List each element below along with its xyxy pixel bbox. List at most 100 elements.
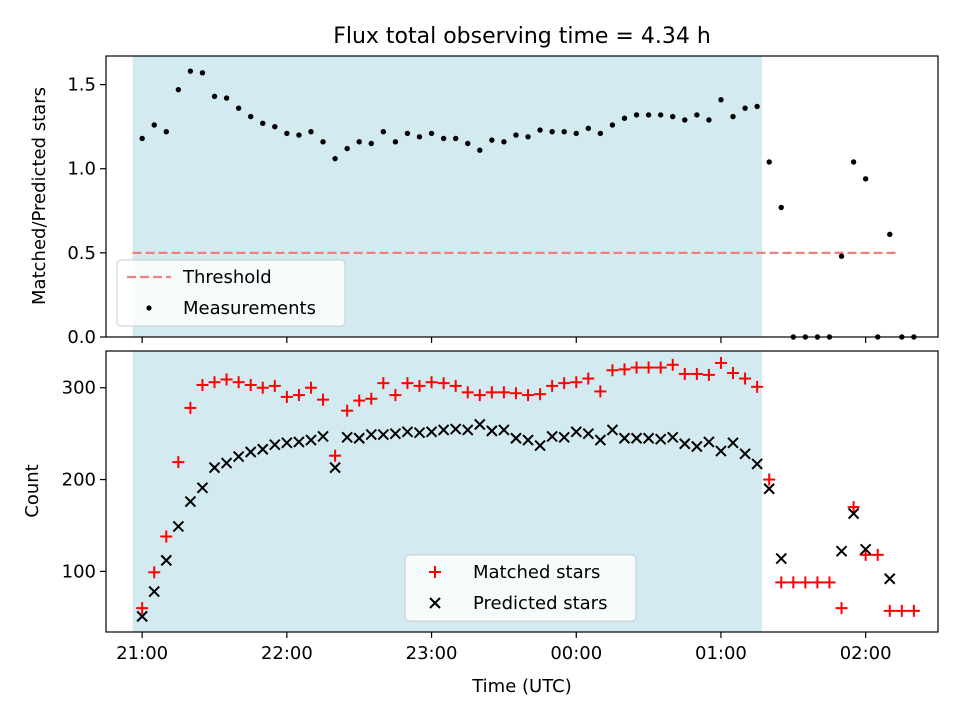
measurement-point [211, 93, 218, 100]
predicted-star-point [425, 426, 438, 438]
measurement-point [416, 134, 423, 140]
measurement-point [670, 113, 676, 120]
matched-star-point [751, 380, 764, 393]
matched-star-point [714, 356, 727, 369]
matched-star-point [642, 361, 655, 374]
matched-star-point [304, 381, 317, 394]
matched-star-point [594, 385, 607, 398]
top-data-layer [132, 68, 917, 340]
matched-star-point [497, 386, 510, 399]
matched-star-point [690, 367, 703, 380]
matched-star-point [618, 363, 631, 376]
matched-star-point [811, 576, 824, 589]
predicted-star-point [305, 434, 317, 446]
y-tick-label: 300 [62, 378, 96, 399]
measurement-point [392, 139, 399, 145]
x-tick-label: 01:00 [695, 643, 747, 664]
matched-star-point [341, 404, 354, 417]
measurement-point [199, 70, 206, 76]
measurement-point [585, 125, 592, 132]
y-tick-label: 1.5 [67, 75, 96, 96]
matched-star-point [437, 377, 450, 390]
predicted-star-point [582, 427, 595, 440]
predicted-star-point [220, 457, 233, 469]
matched-star-point [220, 373, 233, 386]
measurement-point [477, 147, 483, 153]
bottom-legend-box [404, 554, 637, 622]
measurement-point [778, 204, 784, 211]
measurement-point [682, 117, 688, 123]
predicted-star-point [462, 424, 474, 436]
matched-star-point [895, 604, 908, 617]
measurement-point [235, 105, 242, 111]
predicted-star-point [317, 430, 329, 443]
predicted-star-point [510, 432, 522, 444]
y-tick-label: 1.0 [67, 159, 96, 180]
measurement-point [573, 130, 579, 137]
matched-star-point [365, 392, 378, 405]
matched-star-point [208, 376, 221, 389]
bottom-panel: 21:00 22:00 23:00 00:00 01:00 02:00 100 200 300… [22, 350, 939, 697]
predicted-star-point [474, 418, 486, 431]
measurement-point [645, 112, 652, 118]
measurement-point [452, 135, 459, 142]
bottom-y-axis: 100 200 300 [62, 378, 106, 582]
measurement-point [597, 130, 604, 137]
matched-star-point [775, 576, 788, 589]
predicted-star-point [546, 430, 558, 443]
matched-star-point [268, 379, 281, 392]
measurement-point [356, 139, 362, 145]
measurement-point [706, 117, 712, 123]
top-legend: Threshold Measurements [116, 259, 346, 327]
measurement-point [428, 130, 435, 137]
matched-star-point [654, 361, 667, 374]
measurement-point [368, 140, 374, 147]
x-tick-label: 23:00 [406, 643, 458, 664]
matched-star-point [509, 387, 522, 400]
predicted-star-point [642, 432, 655, 444]
matched-star-point [763, 473, 776, 486]
matched-star-point [558, 377, 571, 390]
measurement-point [501, 139, 507, 145]
predicted-star-point [401, 426, 414, 438]
matched-star-point [678, 367, 691, 380]
predicted-star-point [859, 543, 872, 556]
measurement-point [163, 129, 169, 135]
predicted-star-point [257, 443, 269, 455]
measurement-point [887, 231, 893, 238]
predicted-star-point [606, 424, 619, 436]
predicted-star-point [232, 450, 245, 463]
bottom-data-layer [136, 356, 920, 623]
predicted-star-point [244, 446, 257, 458]
predicted-star-point [281, 437, 293, 449]
matched-star-point [244, 378, 257, 391]
predicted-star-point [389, 427, 402, 440]
predicted-star-point [160, 554, 172, 567]
matched-star-point [461, 386, 474, 399]
predicted-star-point [353, 432, 365, 444]
predicted-star-point [654, 433, 667, 445]
matched-star-point [148, 566, 161, 579]
matched-star-point [413, 379, 426, 392]
matched-star-point [702, 368, 715, 381]
predicted-star-point [329, 461, 341, 474]
measurement-point [175, 86, 182, 93]
measurement-point [489, 137, 495, 143]
predicted-star-point [630, 432, 643, 444]
top-x-ticks [141, 337, 867, 343]
matched-star-point [787, 576, 800, 589]
matched-star-point [799, 576, 812, 589]
predicted-star-point [377, 428, 390, 441]
measurement-point [344, 145, 350, 152]
matched-star-point [172, 456, 185, 469]
measurement-point [284, 130, 290, 137]
measurement-point [151, 122, 157, 128]
measurements-legend-label: Measurements [183, 298, 316, 319]
predicted-star-point [208, 461, 221, 474]
measurement-point [766, 159, 772, 165]
measurement-point [718, 97, 724, 103]
predicted-star-point [570, 426, 582, 438]
measurement-point [320, 139, 326, 145]
matched-star-point [823, 576, 836, 589]
predicted-star-point [498, 424, 510, 436]
